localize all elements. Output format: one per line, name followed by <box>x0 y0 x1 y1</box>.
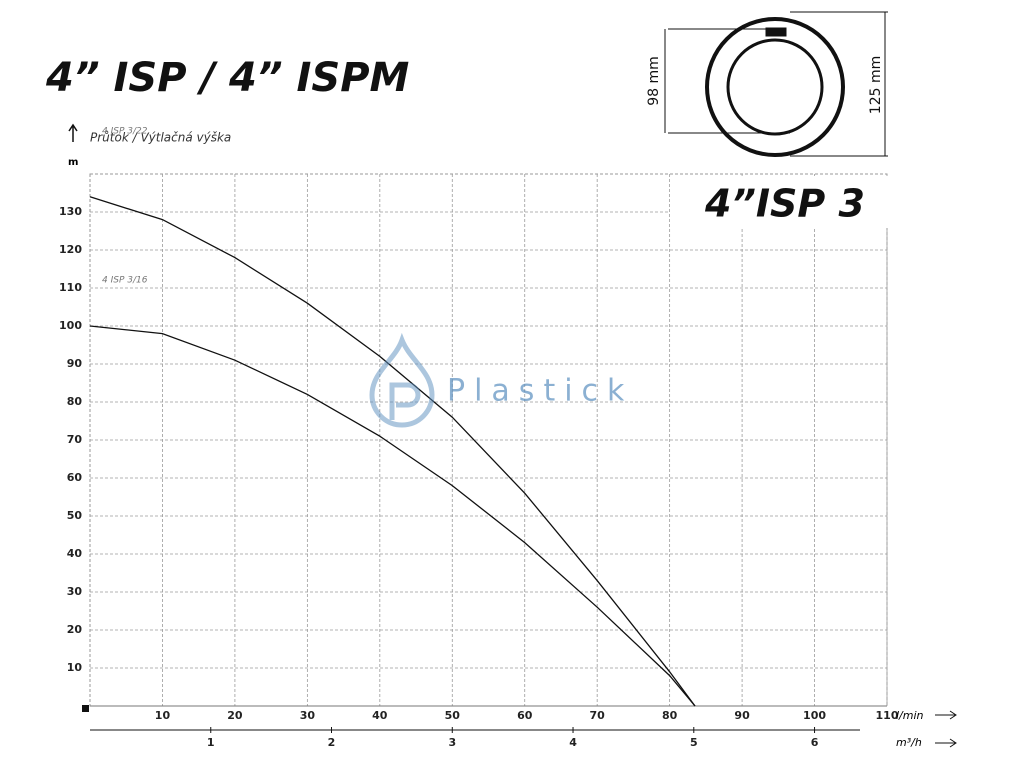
series-label: 4 ISP 3/16 <box>102 276 148 286</box>
y-tick-label: 40 <box>67 547 83 560</box>
series-label: 4 ISP 3/22 <box>102 126 148 136</box>
x2-tick-label: 3 <box>448 736 456 749</box>
y-tick-label: 10 <box>67 661 83 674</box>
x-tick-label: 100 <box>803 709 826 722</box>
x2-unit: m³/h <box>896 736 922 749</box>
x-tick-label: 50 <box>445 709 461 722</box>
dimension-label: 98 mm <box>646 56 662 106</box>
x2-tick-label: 2 <box>328 736 336 749</box>
plot-area: 10 20 30 40 50 60 70 80 90 100 110 120 130 10 20 30 40 50… <box>59 126 957 749</box>
y-tick-label: 110 <box>59 281 82 294</box>
x-tick-label: 30 <box>300 709 316 722</box>
y-tick-label: 80 <box>67 395 83 408</box>
y-tick-label: 20 <box>67 623 83 636</box>
subtitle: 4”ISP 3 <box>704 182 865 226</box>
y-tick-label: 90 <box>67 357 83 370</box>
x-arrow <box>935 710 957 720</box>
x-tick-label: 60 <box>517 709 533 722</box>
y-tick-label: 130 <box>59 205 82 218</box>
y-tick-label: 120 <box>59 243 82 256</box>
x-tick-label: 70 <box>590 709 606 722</box>
watermark <box>369 332 435 428</box>
pipe-diagram <box>664 11 888 157</box>
x2-tick-label: 6 <box>811 736 819 749</box>
y-label: Průtok / Výtlačná výška <box>90 131 231 145</box>
y-tick-label: 30 <box>67 585 83 598</box>
dimension-label: 125 mm <box>868 56 884 114</box>
x-tick-label: 110 <box>876 709 899 722</box>
y-tick-label: 60 <box>67 471 83 484</box>
origin-marker <box>82 705 89 712</box>
chart-title: 4” ISP / 4” ISPM <box>45 55 409 101</box>
x-tick-label: 40 <box>372 709 388 722</box>
y-unit: m <box>68 157 78 168</box>
x-tick-label: 10 <box>155 709 171 722</box>
y-tick-label: 70 <box>67 433 83 446</box>
x2-arrow <box>935 738 957 748</box>
x2-tick-label: 1 <box>207 736 215 749</box>
x2-tick-label: 4 <box>569 736 577 749</box>
series-line <box>89 325 696 707</box>
watermark-text: Plastick <box>447 374 633 409</box>
x2-tick-label: 5 <box>690 736 698 749</box>
x-tick-label: 80 <box>662 709 678 722</box>
x-unit: l/min <box>896 709 924 722</box>
y-arrow <box>68 123 78 142</box>
x-tick-label: 90 <box>734 709 750 722</box>
x-tick-label: 20 <box>227 709 243 722</box>
y-tick-label: 50 <box>67 509 83 522</box>
y-tick-label: 100 <box>59 319 82 332</box>
subtitle-bg <box>670 176 890 228</box>
